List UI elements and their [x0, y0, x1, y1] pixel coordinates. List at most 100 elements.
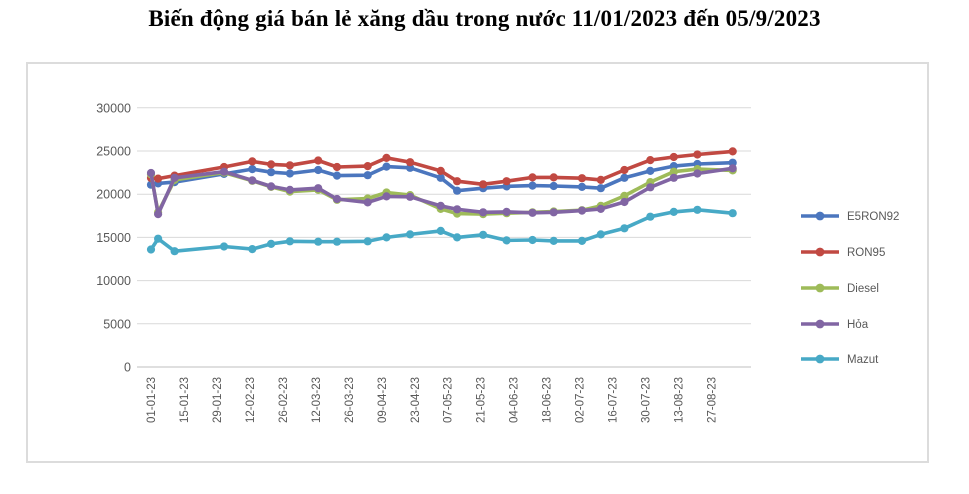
data-point [502, 177, 511, 186]
data-point [596, 230, 605, 239]
data-point [577, 206, 587, 215]
data-point [332, 162, 342, 172]
data-point [248, 157, 257, 166]
data-point [248, 176, 257, 185]
data-point [577, 182, 587, 191]
data-point [314, 184, 323, 193]
y-tick-label: 10000 [96, 274, 131, 288]
data-point [669, 173, 678, 182]
legend-item-E5RON92: E5RON92 [801, 211, 899, 223]
y-tick-label: 15000 [96, 231, 131, 245]
data-point [620, 173, 629, 182]
data-point [596, 204, 605, 213]
y-tick-label: 20000 [96, 188, 131, 202]
data-point [646, 166, 655, 175]
data-point [577, 174, 587, 183]
y-axis: 0 5000 10000 15000 20000 25000 30000 [96, 101, 751, 375]
data-point [363, 198, 372, 207]
x-tick-label: 23-04-23 [410, 377, 422, 423]
data-point [285, 237, 294, 246]
legend: E5RON92 RON95 Diesel Hỏa Mazut [801, 211, 899, 366]
x-tick-label: 09-04-23 [377, 377, 389, 423]
data-point [285, 161, 294, 170]
data-point [528, 235, 537, 245]
data-point [528, 173, 537, 182]
x-tick-label: 15-01-23 [179, 377, 191, 423]
data-point [549, 236, 558, 245]
x-tick-label: 30-07-23 [641, 377, 653, 423]
data-point [646, 183, 655, 192]
series-Mazut [146, 205, 737, 256]
x-tick-label: 13-08-23 [674, 377, 686, 423]
data-point [436, 226, 445, 235]
data-point [577, 236, 587, 245]
legend-label: Mazut [847, 354, 879, 366]
legend-item-RON95: RON95 [801, 247, 885, 259]
data-point [549, 181, 558, 191]
data-point [693, 169, 702, 178]
data-point [332, 237, 342, 246]
data-point [267, 182, 276, 191]
data-point [479, 180, 488, 189]
x-tick-label: 07-05-23 [443, 377, 455, 423]
x-tick-label: 27-08-23 [706, 377, 718, 423]
data-point [528, 181, 537, 190]
legend-marker [815, 211, 825, 221]
data-point [314, 165, 323, 175]
legend-item-Mazut: Mazut [801, 354, 879, 366]
data-point [502, 207, 511, 216]
x-tick-label: 01-01-23 [146, 377, 158, 423]
price-line-chart: 0 5000 10000 15000 20000 25000 30000 01-01-23 15… [96, 101, 899, 423]
data-point [406, 230, 415, 239]
chart-card: 0 5000 10000 15000 20000 25000 30000 01-01-23 15… [26, 62, 929, 463]
data-point [154, 174, 163, 183]
data-point [267, 160, 276, 169]
legend-label: RON95 [847, 247, 885, 259]
data-point [285, 185, 294, 194]
data-point [170, 173, 179, 182]
x-tick-label: 02-07-23 [575, 377, 587, 423]
data-point [314, 237, 323, 246]
x-tick-label: 29-01-23 [212, 377, 224, 423]
data-point [382, 233, 391, 242]
x-tick-label: 26-02-23 [278, 377, 290, 423]
data-point [728, 209, 737, 218]
y-tick-label: 25000 [96, 145, 131, 159]
data-point [453, 233, 462, 242]
data-point [596, 184, 605, 193]
series-RON95 [146, 147, 737, 189]
data-point [146, 168, 156, 178]
data-point [285, 169, 294, 178]
data-point [146, 245, 156, 254]
legend-marker [815, 319, 825, 329]
data-point [154, 210, 163, 219]
data-point [170, 247, 179, 256]
y-tick-label: 5000 [103, 317, 131, 331]
data-point [382, 192, 391, 201]
data-point [436, 201, 445, 210]
data-point [479, 230, 488, 239]
data-point [219, 167, 229, 176]
data-point [669, 167, 678, 176]
data-point [332, 171, 342, 180]
legend-marker [815, 247, 825, 257]
series-Hỏa [146, 164, 737, 219]
x-tick-label: 12-03-23 [311, 377, 323, 423]
data-point [693, 205, 702, 214]
data-point [620, 165, 629, 175]
data-point [596, 175, 605, 184]
data-point [479, 208, 488, 217]
y-tick-label: 30000 [96, 101, 131, 115]
data-point [453, 205, 462, 214]
data-point [248, 165, 257, 174]
data-point [267, 239, 276, 248]
data-point [219, 242, 229, 251]
x-tick-label: 04-06-23 [509, 377, 521, 423]
data-point [528, 208, 537, 217]
data-point [728, 147, 737, 156]
data-point [728, 164, 737, 173]
data-point [436, 166, 445, 175]
data-point [382, 153, 391, 162]
legend-label: E5RON92 [847, 211, 899, 223]
x-axis: 01-01-23 15-01-23 29-01-23 12-02-23 26-02-23… [146, 377, 718, 423]
